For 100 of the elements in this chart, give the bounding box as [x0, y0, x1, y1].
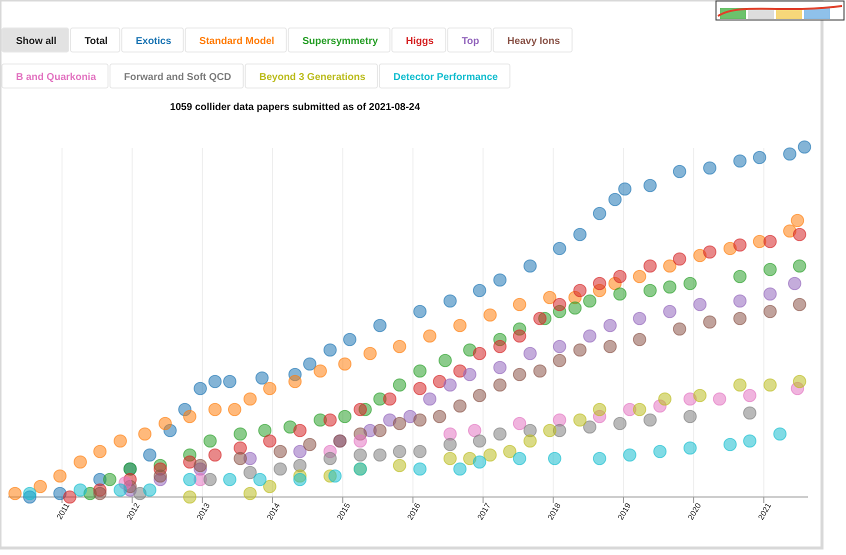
point: [423, 329, 436, 343]
point: [74, 455, 87, 469]
point: [8, 486, 22, 500]
point: [443, 452, 457, 466]
point: [303, 438, 316, 452]
point: [733, 294, 747, 308]
point: [274, 444, 287, 458]
point: [208, 402, 222, 416]
point: [183, 455, 196, 469]
point: [483, 448, 497, 462]
point: [143, 448, 156, 462]
point: [653, 444, 667, 458]
point: [228, 402, 242, 416]
point: [632, 332, 646, 346]
point: [752, 150, 766, 164]
point: [323, 452, 337, 466]
point: [790, 214, 804, 228]
point: [443, 378, 457, 392]
point: [693, 298, 707, 312]
point: [443, 294, 457, 308]
point: [373, 448, 387, 462]
point: [632, 312, 646, 326]
point: [592, 206, 606, 220]
point: [288, 374, 302, 388]
point: [208, 374, 222, 388]
point: [763, 304, 777, 318]
point: [143, 483, 156, 497]
text: Heavy Ions: [507, 36, 561, 47]
point: [323, 343, 337, 357]
point: [493, 378, 507, 392]
text: Detector Performance: [393, 72, 498, 83]
point: [303, 357, 316, 371]
point: [493, 360, 507, 374]
point: [608, 192, 622, 206]
point: [733, 238, 747, 252]
point: [392, 340, 406, 354]
point: [632, 402, 646, 416]
point: [603, 318, 617, 332]
point: [383, 392, 396, 406]
point: [573, 343, 587, 357]
point: [243, 466, 257, 480]
point: [453, 318, 467, 332]
point: [443, 438, 457, 452]
point: [543, 424, 556, 438]
point: [792, 228, 806, 242]
point: [583, 420, 596, 434]
point: [253, 472, 267, 486]
point: [328, 469, 342, 483]
point: [672, 322, 686, 336]
point: [194, 458, 207, 472]
point: [203, 472, 217, 486]
point: [763, 378, 777, 392]
point: [712, 392, 726, 406]
point: [592, 276, 606, 290]
point: [354, 448, 367, 462]
point: [548, 452, 562, 466]
text: Standard Model: [199, 36, 275, 47]
point: [208, 448, 222, 462]
point: [234, 441, 247, 455]
point: [234, 427, 247, 441]
point: [663, 304, 676, 318]
point: [23, 486, 36, 500]
point: [373, 318, 387, 332]
point: [573, 284, 587, 298]
point: [413, 382, 427, 396]
point: [194, 382, 207, 396]
point: [792, 374, 806, 388]
point: [343, 332, 356, 346]
point: [493, 273, 507, 287]
point: [223, 472, 236, 486]
point: [658, 392, 672, 406]
point: [573, 413, 587, 427]
point: [523, 259, 537, 273]
point: [158, 416, 172, 430]
text: Forward and Soft QCD: [124, 72, 232, 83]
point: [763, 262, 777, 276]
point: [733, 270, 747, 284]
text: B and Quarkonia: [16, 72, 96, 83]
point: [392, 416, 406, 430]
point: [323, 413, 337, 427]
point: [523, 346, 537, 360]
point: [93, 486, 107, 500]
point: [783, 147, 796, 161]
point: [413, 364, 427, 378]
point: [392, 378, 406, 392]
point: [438, 354, 452, 368]
point: [643, 259, 657, 273]
point: [583, 294, 596, 308]
point: [733, 312, 747, 326]
point: [183, 472, 196, 486]
point: [74, 483, 87, 497]
point: [613, 416, 627, 430]
point: [512, 416, 526, 430]
point: [643, 284, 657, 298]
point: [263, 434, 276, 448]
point: [552, 354, 566, 368]
point: [183, 410, 196, 424]
point: [683, 276, 697, 290]
point: [472, 346, 486, 360]
point: [533, 364, 547, 378]
